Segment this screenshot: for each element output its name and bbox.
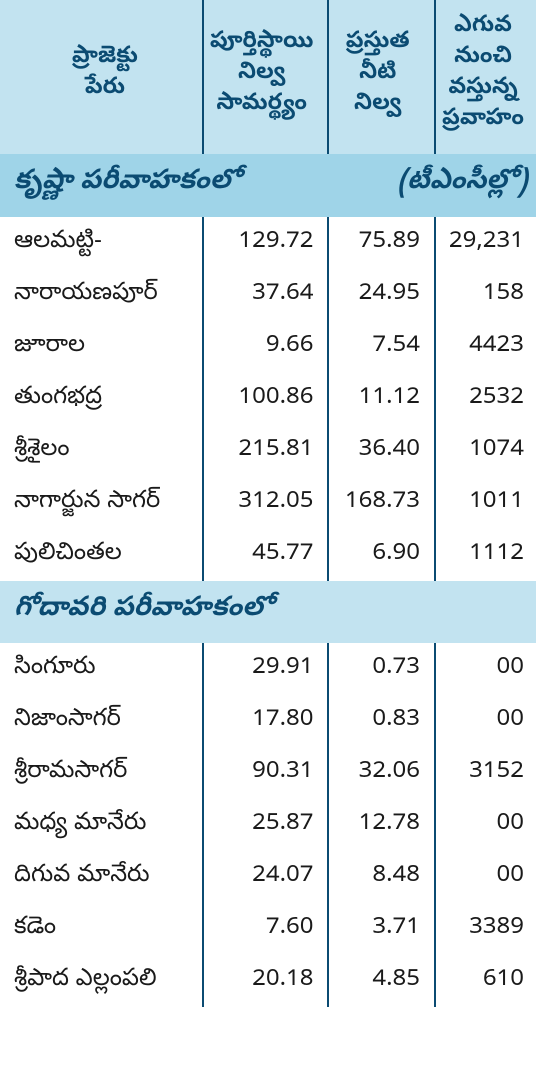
section-header: గోదావరి పరీవాహకంలో <box>0 581 536 643</box>
cell-project: కడెం <box>0 903 203 955</box>
cell-capacity: 9.66 <box>203 321 329 373</box>
reservoir-status-table: ప్రాజెక్టుపేరు పూర్తిస్థాయినిల్వసామర్థ్య… <box>0 0 536 1007</box>
cell-capacity: 215.81 <box>203 425 329 477</box>
cell-capacity: 20.18 <box>203 955 329 1007</box>
cell-inflow: 3152 <box>435 747 536 799</box>
table-row: నిజాంసాగర్17.800.8300 <box>0 695 536 747</box>
cell-project: శ్రీశైలం <box>0 425 203 477</box>
cell-capacity: 129.72 <box>203 217 329 269</box>
table-row: సింగూరు29.910.7300 <box>0 643 536 695</box>
table-row: తుంగభద్ర100.8611.122532 <box>0 373 536 425</box>
cell-current: 8.48 <box>328 851 435 903</box>
cell-current: 7.54 <box>328 321 435 373</box>
cell-current: 168.73 <box>328 477 435 529</box>
table-row: కడెం7.603.713389 <box>0 903 536 955</box>
section-unit-label: (టీఎంసీల్లో) <box>328 154 536 216</box>
table-row: జూరాల9.667.544423 <box>0 321 536 373</box>
cell-capacity: 17.80 <box>203 695 329 747</box>
cell-inflow: 1074 <box>435 425 536 477</box>
cell-project: శ్రీపాద ఎల్లంపలి <box>0 955 203 1007</box>
section-header: కృష్ణా పరీవాహకంలో(టీఎంసీల్లో) <box>0 154 536 216</box>
cell-capacity: 7.60 <box>203 903 329 955</box>
cell-capacity: 90.31 <box>203 747 329 799</box>
cell-capacity: 100.86 <box>203 373 329 425</box>
cell-project: నిజాంసాగర్ <box>0 695 203 747</box>
cell-capacity: 37.64 <box>203 269 329 321</box>
cell-current: 32.06 <box>328 747 435 799</box>
table-row: శ్రీశైలం215.8136.401074 <box>0 425 536 477</box>
cell-inflow: 4423 <box>435 321 536 373</box>
cell-inflow: 610 <box>435 955 536 1007</box>
table-row: పులిచింతల45.776.901112 <box>0 529 536 581</box>
cell-project: జూరాల <box>0 321 203 373</box>
cell-inflow: 1112 <box>435 529 536 581</box>
cell-project: తుంగభద్ర <box>0 373 203 425</box>
cell-current: 3.71 <box>328 903 435 955</box>
cell-capacity: 25.87 <box>203 799 329 851</box>
cell-capacity: 312.05 <box>203 477 329 529</box>
cell-current: 4.85 <box>328 955 435 1007</box>
cell-current: 0.73 <box>328 643 435 695</box>
cell-inflow: 3389 <box>435 903 536 955</box>
col-header-inflow: ఎగువనుంచివస్తున్నప్రవాహం <box>435 0 536 154</box>
cell-capacity: 45.77 <box>203 529 329 581</box>
table-row: మధ్య మానేరు25.8712.7800 <box>0 799 536 851</box>
cell-project: పులిచింతల <box>0 529 203 581</box>
table-row: ఆలమట్టి-129.7275.8929,231 <box>0 217 536 269</box>
cell-inflow: 29,231 <box>435 217 536 269</box>
table-row: దిగువ మానేరు24.078.4800 <box>0 851 536 903</box>
col-header-current: ప్రస్తుతనీటినిల్వ <box>328 0 435 154</box>
cell-inflow: 158 <box>435 269 536 321</box>
cell-current: 11.12 <box>328 373 435 425</box>
cell-project: నాగార్జున సాగర్ <box>0 477 203 529</box>
cell-project: సింగూరు <box>0 643 203 695</box>
cell-inflow: 00 <box>435 799 536 851</box>
cell-project: దిగువ మానేరు <box>0 851 203 903</box>
cell-inflow: 00 <box>435 695 536 747</box>
cell-capacity: 29.91 <box>203 643 329 695</box>
cell-project: నారాయణపూర్ <box>0 269 203 321</box>
cell-current: 75.89 <box>328 217 435 269</box>
cell-current: 6.90 <box>328 529 435 581</box>
cell-current: 36.40 <box>328 425 435 477</box>
cell-project: ఆలమట్టి- <box>0 217 203 269</box>
section-title: కృష్ణా పరీవాహకంలో <box>0 154 328 216</box>
table-row: నాగార్జున సాగర్312.05168.731011 <box>0 477 536 529</box>
cell-project: శ్రీరామసాగర్ <box>0 747 203 799</box>
cell-project: మధ్య మానేరు <box>0 799 203 851</box>
cell-inflow: 00 <box>435 851 536 903</box>
col-header-project: ప్రాజెక్టుపేరు <box>0 0 203 154</box>
table-header: ప్రాజెక్టుపేరు పూర్తిస్థాయినిల్వసామర్థ్య… <box>0 0 536 154</box>
cell-inflow: 2532 <box>435 373 536 425</box>
section-title: గోదావరి పరీవాహకంలో <box>0 581 536 643</box>
table-row: శ్రీరామసాగర్90.3132.063152 <box>0 747 536 799</box>
table-row: శ్రీపాద ఎల్లంపలి20.184.85610 <box>0 955 536 1007</box>
cell-current: 24.95 <box>328 269 435 321</box>
cell-capacity: 24.07 <box>203 851 329 903</box>
col-header-capacity: పూర్తిస్థాయినిల్వసామర్థ్యం <box>203 0 329 154</box>
cell-current: 0.83 <box>328 695 435 747</box>
cell-current: 12.78 <box>328 799 435 851</box>
cell-inflow: 1011 <box>435 477 536 529</box>
cell-inflow: 00 <box>435 643 536 695</box>
table-row: నారాయణపూర్37.6424.95158 <box>0 269 536 321</box>
